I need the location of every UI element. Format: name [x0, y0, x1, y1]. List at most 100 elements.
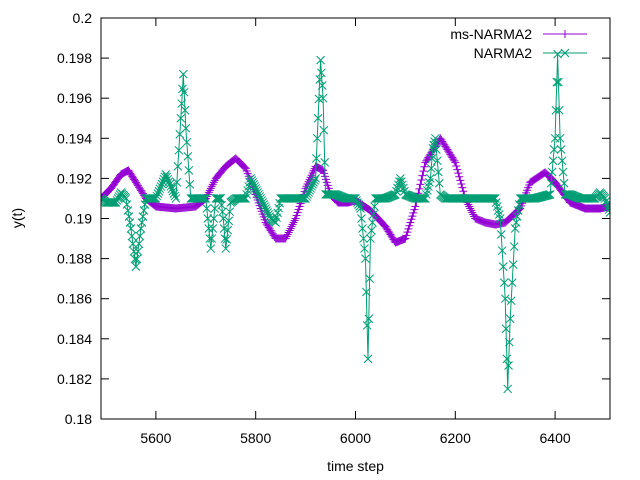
series-point [266, 226, 275, 235]
series-point [131, 262, 141, 271]
series-point [239, 194, 249, 203]
series-point [361, 287, 371, 297]
series-point [430, 133, 440, 143]
series-point [287, 222, 296, 231]
series-point [132, 254, 142, 264]
series-point [134, 239, 144, 249]
series-point [107, 198, 117, 207]
series-point [411, 202, 420, 211]
series-point [542, 190, 552, 200]
series-point [385, 228, 394, 237]
series-point [136, 186, 145, 195]
legend-marker [561, 30, 569, 38]
series-point [434, 178, 444, 188]
series-point [549, 145, 559, 154]
series-point [205, 186, 214, 195]
series-point [265, 224, 274, 233]
series-point [155, 184, 165, 194]
legend-label: ms-NARMA2 [450, 26, 532, 42]
series-point [164, 177, 174, 186]
series-point [505, 314, 515, 324]
series-point [415, 184, 424, 193]
series-point [183, 151, 193, 161]
series-point [285, 226, 294, 235]
series-point [126, 224, 136, 233]
series-point [552, 77, 562, 87]
series-point [172, 178, 182, 187]
series-point [399, 183, 408, 193]
series-point [153, 189, 163, 198]
series-point [201, 194, 211, 203]
series-point [319, 125, 329, 135]
series-point [548, 156, 558, 166]
series-point [437, 135, 446, 144]
series-NARMA2 [101, 49, 610, 394]
series-point [317, 81, 327, 90]
y-tick-label: 0.18 [65, 411, 92, 427]
series-point [184, 166, 194, 175]
series-point [420, 162, 429, 171]
series-point [264, 223, 273, 232]
axis-layer: 0.18 0.182 0.184 0.186 0.188 0.19 0.192 0.194 0.… [57, 10, 610, 446]
series-point [318, 93, 328, 103]
series-point [357, 214, 366, 223]
series-point [455, 172, 464, 181]
series-point [459, 187, 468, 196]
series-point [135, 184, 144, 193]
series-point [173, 162, 183, 171]
series-point [289, 218, 298, 227]
series-point [406, 218, 415, 227]
series-point [178, 69, 188, 79]
series-point [429, 140, 439, 150]
series-point [366, 234, 375, 243]
series-point [212, 194, 222, 203]
series-point [151, 194, 161, 203]
series-point [458, 183, 467, 192]
series-point [313, 113, 323, 123]
series-point [239, 162, 248, 171]
series-point [138, 189, 147, 198]
series-point [439, 139, 448, 148]
series-point [445, 148, 454, 157]
series-point [132, 180, 141, 189]
series-point [207, 182, 216, 191]
series-point [224, 216, 234, 226]
series-point [369, 210, 378, 219]
x-tick-label: 6000 [340, 430, 371, 446]
x-tick-label: 6400 [540, 430, 571, 446]
series-point [556, 145, 566, 154]
series-point [156, 182, 166, 191]
series-point [206, 184, 215, 193]
series-point [167, 184, 177, 194]
series-point [605, 208, 610, 217]
series-point [240, 163, 249, 172]
series-point [297, 194, 306, 203]
series-point [320, 158, 330, 167]
series-point [198, 194, 208, 203]
series-point [451, 158, 460, 167]
series-point [290, 216, 299, 225]
series-point [450, 156, 459, 165]
series-point [469, 210, 478, 219]
series-point [208, 224, 218, 233]
series-point [205, 234, 215, 243]
series-point [147, 194, 157, 203]
series-point [504, 361, 513, 370]
series-point [418, 171, 427, 180]
series-point [398, 180, 407, 190]
series-point [508, 260, 518, 269]
series-point [417, 194, 426, 203]
series-point [499, 278, 509, 288]
series-point [267, 228, 276, 237]
series-point [544, 190, 554, 200]
series-point [347, 194, 356, 203]
series-point [457, 180, 466, 189]
y-tick-label: 0.196 [57, 90, 92, 106]
series-point [367, 226, 376, 235]
series-point [586, 194, 596, 203]
series-point [359, 234, 368, 243]
y-tick-label: 0.194 [57, 130, 92, 146]
series-line [101, 54, 610, 389]
series-point [497, 246, 507, 255]
series-point [213, 194, 223, 203]
